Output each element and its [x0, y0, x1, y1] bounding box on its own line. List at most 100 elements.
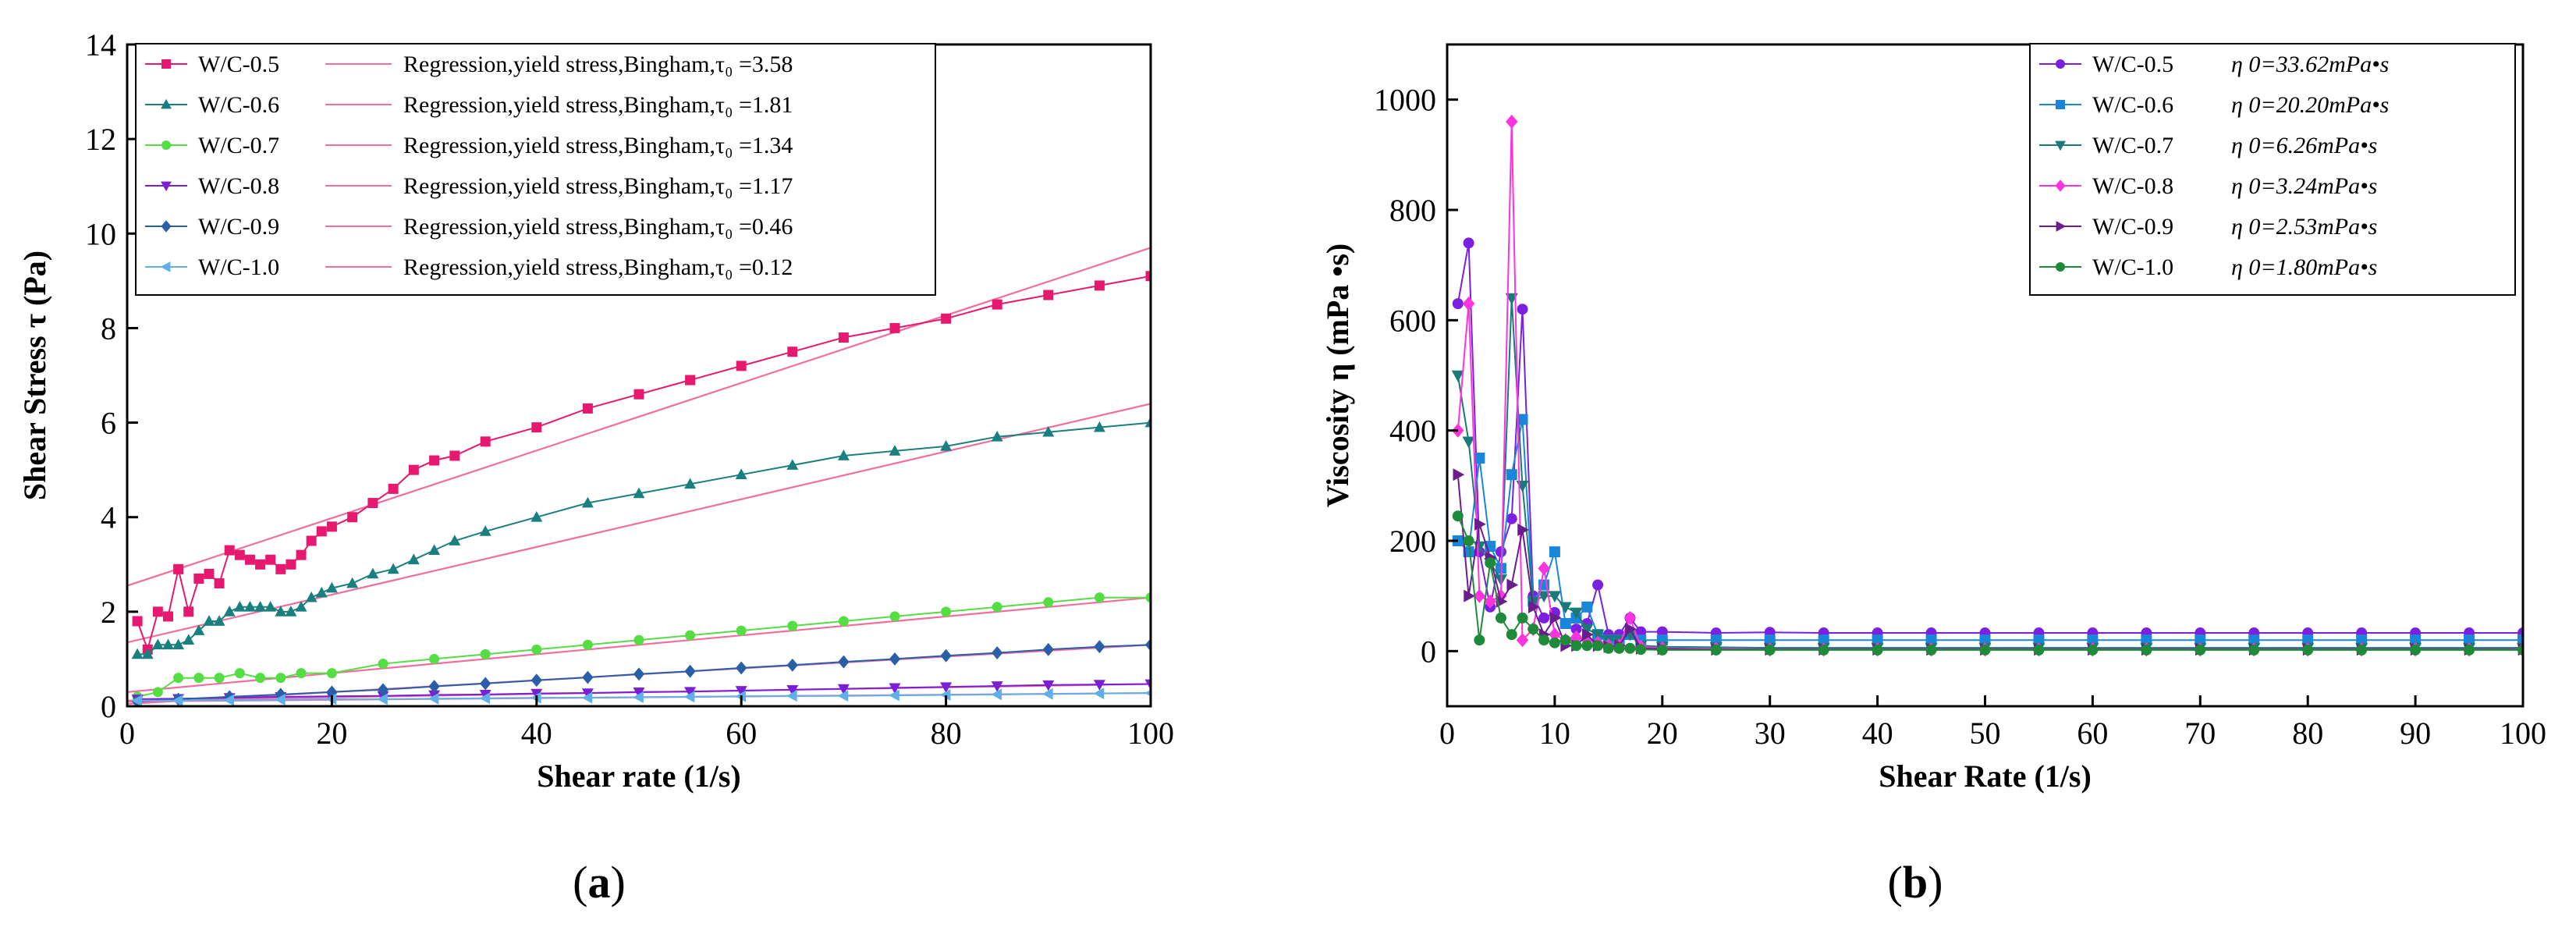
data-point: [837, 690, 849, 702]
y-tick-label: 14: [85, 27, 116, 62]
data-point: [214, 673, 225, 684]
legend-regression-label: Regression,yield stress,Bingham,τ₀ =1.34: [403, 133, 793, 158]
y-axis-title: Viscosity η (mPa •s): [1320, 243, 1355, 508]
data-point: [2033, 644, 2045, 656]
data-point: [581, 496, 594, 508]
panel-label-b: (b): [1888, 857, 1943, 908]
data-point: [305, 591, 318, 602]
data-point: [2517, 634, 2523, 646]
y-tick-label: 200: [1389, 524, 1436, 559]
data-point: [2195, 644, 2206, 656]
series-group: [131, 271, 1151, 706]
data-point: [889, 611, 900, 622]
data-point: [1462, 436, 1475, 449]
legend-annotation: η 0=1.80mPa•s: [2231, 254, 2377, 280]
data-point: [243, 601, 256, 612]
data-point: [1635, 626, 1647, 638]
data-point: [1451, 370, 1464, 382]
data-point: [1872, 634, 1883, 646]
data-point: [203, 615, 215, 626]
data-point: [326, 521, 337, 532]
legend-marker: [161, 181, 172, 192]
data-point: [1570, 640, 1582, 652]
series-line-W/C-0.5: [1457, 243, 2523, 636]
data-point: [1094, 640, 1105, 654]
data-point: [941, 606, 952, 617]
legend-label: W/C-1.0: [2092, 254, 2173, 280]
data-point: [1559, 634, 1571, 646]
legend-annotation: η 0=3.24mPa•s: [2231, 173, 2377, 199]
data-point: [2356, 634, 2368, 646]
data-point: [132, 616, 143, 627]
data-point: [2517, 644, 2523, 656]
y-tick-label: 600: [1389, 303, 1436, 338]
x-tick-label: 90: [2400, 716, 2431, 751]
legend-annotation: η 0=20.20mPa•s: [2231, 92, 2389, 118]
data-point: [1538, 591, 1551, 603]
data-point: [367, 498, 378, 509]
x-tick-label: 20: [316, 716, 347, 751]
x-tick-label: 40: [1862, 716, 1893, 751]
data-point: [581, 688, 594, 699]
data-point: [1473, 588, 1486, 603]
data-point: [1093, 688, 1105, 700]
data-point: [1517, 523, 1529, 536]
legend-marker: [2056, 100, 2065, 109]
data-point: [1764, 634, 1776, 646]
data-point: [1538, 561, 1550, 576]
data-point: [265, 554, 276, 565]
y-axis-title: Shear Stress τ (Pa): [17, 251, 52, 500]
data-point: [449, 535, 461, 545]
data-point: [204, 568, 215, 579]
data-point: [1581, 640, 1593, 652]
legend-marker: [161, 59, 171, 69]
data-point: [223, 694, 235, 706]
data-point: [735, 686, 747, 697]
x-tick-label: 80: [931, 716, 962, 751]
regression-line-1: [127, 247, 1151, 587]
data-point: [1528, 600, 1540, 613]
data-point: [1145, 592, 1151, 603]
x-tick-label: 0: [119, 716, 135, 751]
data-point: [152, 606, 163, 617]
data-point: [428, 692, 439, 705]
data-point: [1925, 634, 1937, 646]
data-point: [2410, 634, 2422, 646]
data-point: [531, 644, 542, 655]
legend-regression-label: Regression,yield stress,Bingham,τ₀ =3.58: [403, 52, 793, 77]
data-point: [1464, 589, 1475, 602]
data-point: [940, 440, 953, 451]
data-point: [479, 525, 491, 536]
data-point: [582, 403, 593, 414]
panel-label-a: (a): [573, 857, 626, 908]
x-tick-label: 100: [1127, 716, 1174, 751]
data-point: [991, 681, 1003, 692]
data-point: [296, 668, 307, 679]
data-point: [377, 683, 389, 697]
data-point: [428, 680, 440, 694]
legend-label: W/C-0.8: [2092, 173, 2173, 199]
data-point: [173, 673, 184, 684]
data-point: [1549, 546, 1560, 558]
data-point: [254, 601, 267, 612]
data-point: [479, 692, 491, 705]
data-point: [1548, 591, 1561, 603]
y-tick-label: 400: [1389, 414, 1436, 449]
data-point: [1602, 642, 1614, 654]
data-point: [992, 646, 1003, 660]
data-point: [296, 549, 307, 560]
data-point: [1495, 546, 1506, 558]
data-point: [1093, 421, 1105, 432]
data-point: [530, 688, 543, 700]
data-point: [1625, 623, 1637, 636]
data-point: [1506, 469, 1517, 481]
data-point: [1591, 629, 1605, 641]
data-point: [1818, 644, 1829, 656]
data-point: [736, 361, 747, 371]
data-point: [582, 670, 594, 684]
data-point: [1656, 644, 1668, 656]
data-point: [1818, 634, 1829, 646]
data-point: [1452, 510, 1464, 522]
data-point: [1872, 644, 1883, 656]
data-point: [1538, 612, 1550, 624]
